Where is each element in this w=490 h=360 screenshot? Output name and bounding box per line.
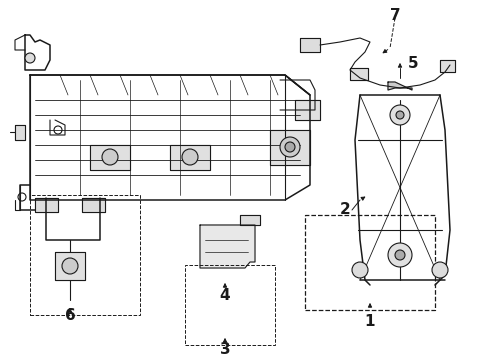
- Polygon shape: [90, 145, 130, 170]
- Circle shape: [285, 142, 295, 152]
- Text: 7: 7: [390, 8, 400, 22]
- Polygon shape: [240, 215, 260, 225]
- Text: 3: 3: [220, 342, 230, 357]
- Polygon shape: [200, 225, 255, 268]
- Circle shape: [395, 250, 405, 260]
- Circle shape: [388, 243, 412, 267]
- Polygon shape: [270, 130, 310, 165]
- Polygon shape: [55, 252, 85, 280]
- Polygon shape: [350, 68, 368, 80]
- Polygon shape: [82, 198, 105, 212]
- Text: 1: 1: [365, 315, 375, 329]
- Text: 5: 5: [408, 55, 418, 71]
- Text: 2: 2: [340, 202, 350, 217]
- Bar: [185, 265, 275, 345]
- Circle shape: [102, 149, 118, 165]
- Circle shape: [352, 262, 368, 278]
- Polygon shape: [295, 100, 320, 120]
- Text: 6: 6: [65, 307, 75, 323]
- Circle shape: [25, 53, 35, 63]
- Circle shape: [62, 258, 78, 274]
- Bar: [305, 215, 435, 310]
- Polygon shape: [35, 198, 58, 212]
- Circle shape: [280, 137, 300, 157]
- Polygon shape: [388, 82, 412, 90]
- Polygon shape: [170, 145, 210, 170]
- Polygon shape: [300, 38, 320, 52]
- Circle shape: [390, 105, 410, 125]
- Text: 4: 4: [220, 288, 230, 302]
- Circle shape: [182, 149, 198, 165]
- Circle shape: [432, 262, 448, 278]
- Polygon shape: [15, 125, 25, 140]
- Polygon shape: [440, 60, 455, 72]
- Bar: [30, 195, 140, 315]
- Circle shape: [396, 111, 404, 119]
